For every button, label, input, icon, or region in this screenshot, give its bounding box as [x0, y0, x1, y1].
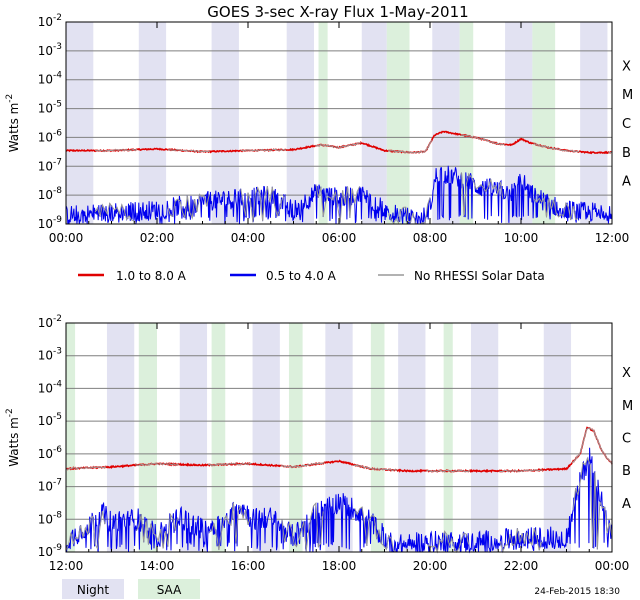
no-rhessi-line — [240, 148, 287, 152]
flare-class-label: X — [622, 366, 631, 381]
no-rhessi-line — [315, 184, 361, 223]
night-band — [432, 22, 460, 224]
saa-band — [532, 22, 556, 224]
no-rhessi-line — [65, 510, 106, 551]
top-panel: 10-910-810-710-610-510-410-310-2ABCMXWat… — [5, 13, 633, 245]
no-rhessi-line — [240, 186, 285, 223]
saa-band — [288, 323, 303, 552]
no-rhessi-line — [572, 456, 613, 550]
series-short-line — [65, 165, 613, 225]
saa-band — [211, 323, 226, 552]
no-rhessi-line — [427, 530, 470, 554]
x-tick-label: 20:00 — [413, 559, 448, 573]
flare-class-label: B — [622, 464, 631, 479]
series-legend: 1.0 to 8.0 A 0.5 to 4.0 A No RHESSI Sola… — [78, 269, 545, 283]
flare-class-label: C — [622, 117, 631, 132]
legend-long-label: 1.0 to 8.0 A — [116, 269, 187, 283]
saa-band — [459, 22, 474, 224]
no-rhessi-line — [207, 462, 252, 466]
x-tick-label: 14:00 — [140, 559, 175, 573]
night-band — [66, 22, 94, 224]
no-rhessi-line — [95, 148, 138, 152]
saa-band — [386, 22, 410, 224]
saa-band — [66, 323, 76, 552]
legend-nodata-label: No RHESSI Solar Data — [414, 269, 545, 283]
no-rhessi-line — [499, 527, 543, 554]
no-rhessi-line — [533, 196, 579, 221]
x-tick-label: 00:00 — [595, 559, 630, 573]
no-rhessi-line — [135, 512, 179, 549]
x-tick-label: 08:00 — [413, 231, 448, 245]
night-band — [179, 323, 208, 552]
x-tick-label: 18:00 — [322, 559, 357, 573]
night-band — [470, 323, 499, 552]
no-rhessi-line — [65, 466, 107, 470]
no-rhessi-line — [353, 464, 398, 471]
no-rhessi-line — [315, 142, 361, 149]
no-rhessi-line — [499, 469, 543, 472]
no-rhessi-line — [208, 502, 251, 551]
no-rhessi-line — [426, 469, 471, 473]
no-rhessi-line — [135, 462, 180, 466]
saa-band — [318, 22, 328, 224]
flare-class-label: M — [622, 88, 633, 103]
x-tick-label: 04:00 — [231, 231, 266, 245]
no-rhessi-line — [388, 140, 433, 154]
no-rhessi-line — [608, 151, 613, 154]
no-rhessi-line — [571, 427, 613, 465]
saa-band — [138, 323, 157, 552]
x-tick-label: 02:00 — [140, 231, 175, 245]
no-rhessi-line — [460, 134, 505, 146]
flare-class-label: B — [622, 146, 631, 161]
legend-saa-swatch — [138, 579, 200, 599]
plot-frame — [65, 21, 613, 225]
x-tick-label: 12:00 — [49, 559, 84, 573]
footer-timestamp: 24-Feb-2015 18:30 — [534, 587, 620, 597]
saa-band — [370, 323, 385, 552]
legend-saa-label: SAA — [157, 583, 182, 597]
night-band — [543, 323, 572, 552]
x-tick-label: 16:00 — [231, 559, 266, 573]
night-band — [580, 22, 608, 224]
x-tick-label: 10:00 — [504, 231, 539, 245]
legend-short-label: 0.5 to 4.0 A — [266, 269, 337, 283]
night-band — [361, 22, 387, 224]
no-rhessi-line — [388, 197, 431, 225]
chart-title: GOES 3-sec X-ray Flux 1-May-2011 — [207, 3, 468, 21]
no-rhessi-line — [461, 172, 504, 217]
no-rhessi-line — [354, 506, 397, 553]
flare-class-label: C — [622, 432, 631, 447]
no-rhessi-line — [281, 501, 324, 552]
legend-night-swatch — [62, 579, 124, 599]
background-legend: Night SAA — [62, 579, 200, 599]
no-rhessi-line — [167, 193, 210, 220]
saa-band — [443, 323, 453, 552]
no-rhessi-line — [533, 143, 580, 153]
x-tick-label: 22:00 — [504, 559, 539, 573]
plot-frame — [65, 322, 613, 553]
night-band — [286, 22, 314, 224]
no-rhessi-line — [94, 202, 137, 224]
flare-class-label: X — [622, 59, 631, 74]
y-axis-label: Watts m-2 — [5, 408, 21, 467]
flare-class-label: A — [622, 175, 631, 190]
x-tick-label: 12:00 — [595, 231, 630, 245]
night-band — [106, 323, 135, 552]
x-tick-label: 06:00 — [322, 231, 357, 245]
legend-night-label: Night — [77, 583, 110, 597]
flare-class-label: A — [622, 497, 631, 512]
no-rhessi-line — [167, 149, 210, 153]
flare-class-label: M — [622, 399, 633, 414]
night-band — [398, 323, 426, 552]
no-rhessi-line — [280, 461, 325, 468]
y-axis-label: Watts m-2 — [5, 94, 21, 153]
x-tick-label: 00:00 — [49, 231, 84, 245]
night-band — [138, 22, 167, 224]
